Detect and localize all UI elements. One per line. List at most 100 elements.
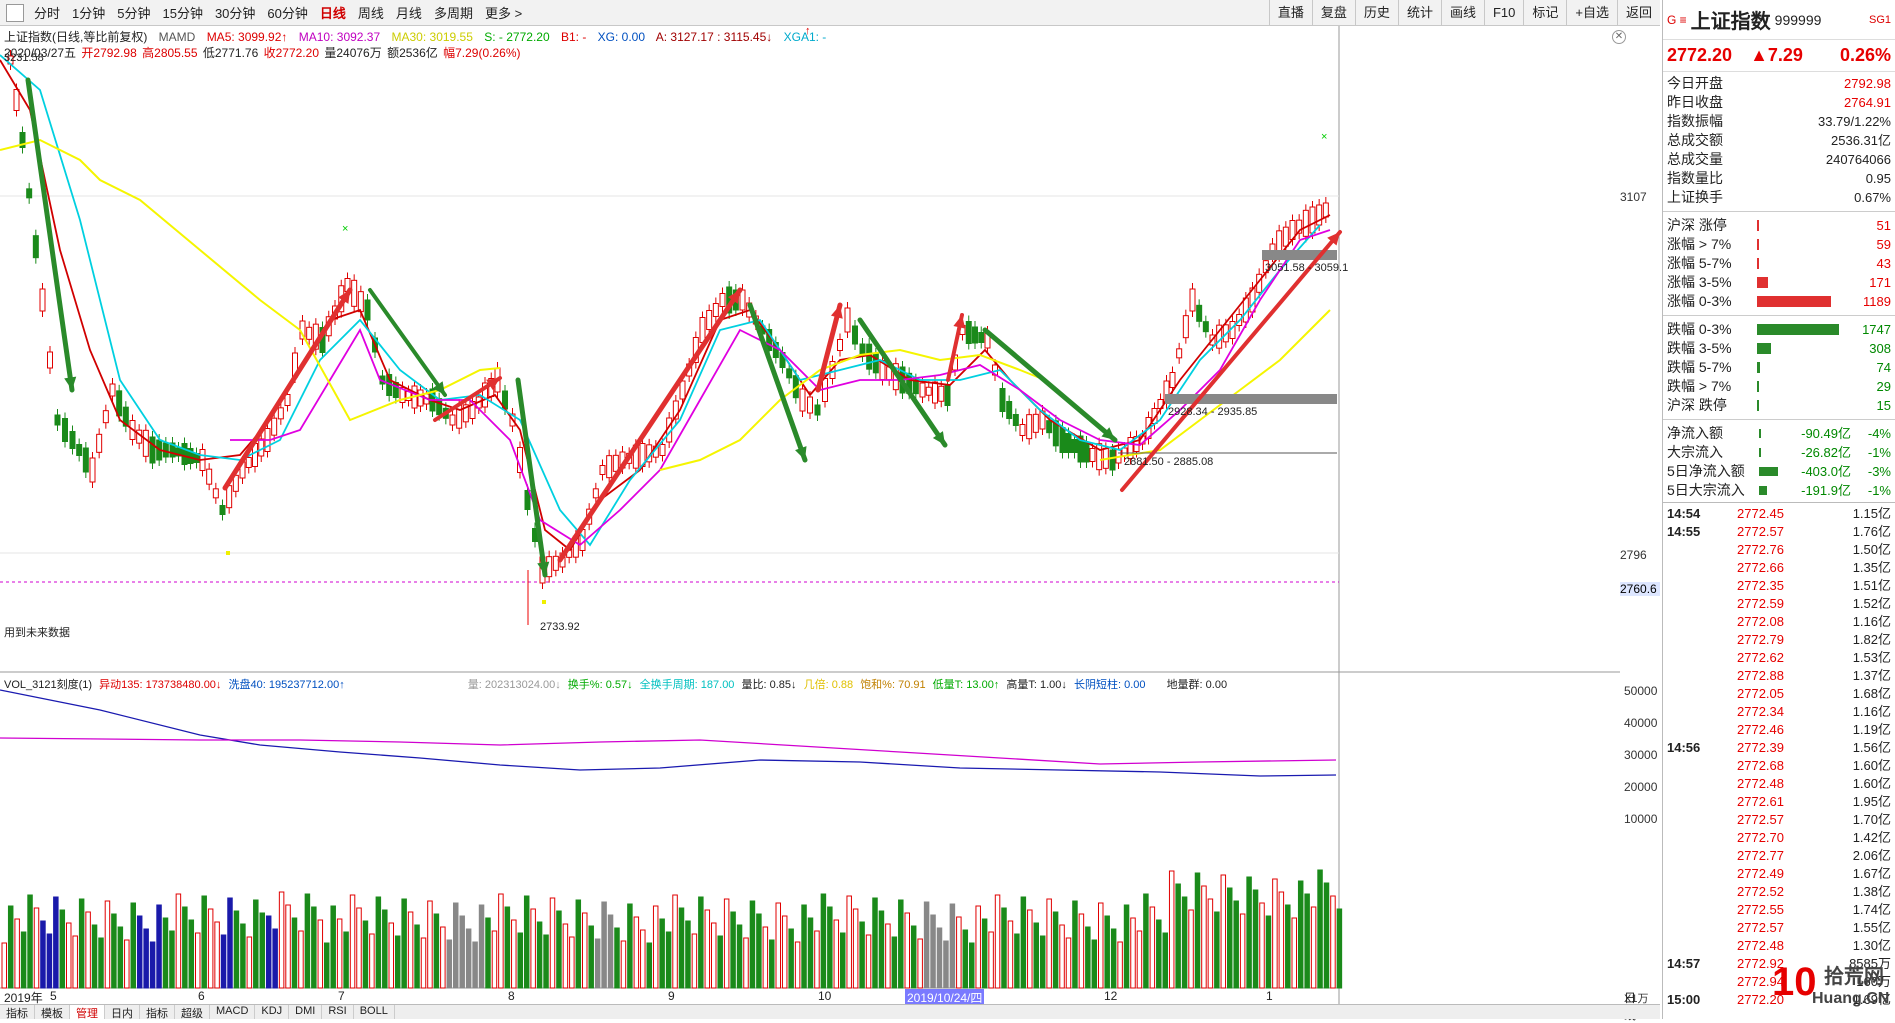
period-5[interactable]: 60分钟 — [267, 6, 308, 21]
tick-list: 14:54 2772.45 1.15亿 14:55 2772.57 1.76亿 2772.7… — [1663, 502, 1895, 1011]
candle-body — [142, 429, 149, 457]
indicator-tab-7[interactable]: KDJ — [255, 1005, 290, 1019]
tool-button-7[interactable]: +自选 — [1566, 0, 1617, 26]
date-axis-label: 12 — [1104, 989, 1118, 1003]
tick-time — [1667, 541, 1737, 559]
ohlc-info-line: 2020/03/27五 开2792.98 高2805.55 低2771.76 收… — [4, 44, 522, 61]
candle-body — [47, 351, 53, 369]
volume-bar — [227, 897, 233, 989]
candle-body — [122, 406, 129, 427]
candle-body — [306, 326, 313, 340]
up-arrow-head — [1327, 232, 1340, 246]
volume-bar — [1117, 941, 1123, 989]
candle-body — [807, 396, 813, 414]
close-icon[interactable]: ✕ — [1612, 30, 1626, 44]
volume-bar — [523, 895, 530, 989]
period-8[interactable]: 月线 — [395, 6, 422, 21]
period-2[interactable]: 5分钟 — [117, 6, 151, 21]
volume-bar — [852, 908, 859, 989]
candle-body — [978, 332, 985, 343]
volume-bar — [962, 929, 969, 989]
indicator-tab-4[interactable]: 指标 — [140, 1005, 175, 1020]
volume-bar — [588, 925, 594, 989]
candle-body — [1196, 304, 1203, 322]
indicator-tab-3[interactable]: 日内 — [105, 1005, 140, 1020]
indicator-tab-1[interactable]: 模板 — [35, 1005, 70, 1020]
tool-button-3[interactable]: 统计 — [1397, 0, 1441, 26]
candle-body — [786, 368, 793, 379]
volume-bar — [840, 932, 846, 989]
tool-button-8[interactable]: 返回 — [1616, 0, 1660, 26]
period-9[interactable]: 多周期 — [433, 6, 473, 21]
indicator-tab-0[interactable]: 指标 — [0, 1005, 35, 1020]
period-6[interactable]: 日线 — [319, 6, 346, 21]
sg-badge[interactable]: SG1 — [1868, 13, 1891, 26]
volume-bar — [311, 906, 317, 989]
tick-volume: 1.15亿 — [1852, 506, 1891, 521]
tool-button-0[interactable]: 直播 — [1268, 0, 1312, 26]
candle-body — [1059, 427, 1066, 453]
tool-button-4[interactable]: 画线 — [1440, 0, 1484, 26]
tick-volume: 1.16亿 — [1852, 614, 1891, 629]
volume-bar — [401, 898, 407, 989]
menu-icon[interactable] — [6, 3, 24, 22]
indicator-tab-9[interactable]: RSI — [322, 1005, 354, 1019]
period-10[interactable]: 更多 > — [484, 6, 523, 21]
period-0[interactable]: 分时 — [34, 6, 61, 21]
volume-bar — [749, 900, 756, 989]
signal-dot — [542, 600, 546, 604]
candle-body — [972, 326, 978, 344]
indicator-tab-8[interactable]: DMI — [289, 1005, 323, 1019]
candle-body — [462, 404, 469, 423]
tick-volume: 1.60亿 — [1852, 776, 1891, 791]
volume-bar — [640, 929, 646, 989]
volume-bar — [14, 918, 20, 989]
tool-button-2[interactable]: 历史 — [1354, 0, 1398, 26]
flow-row: 5日大宗流入 -191.9亿 -1% — [1667, 481, 1891, 500]
period-1[interactable]: 1分钟 — [72, 6, 106, 21]
candle-body — [679, 380, 686, 400]
volume-bar — [182, 906, 188, 989]
tick-price: 2772.76 — [1737, 542, 1784, 557]
tick-row: 2772.48 1.60亿 — [1667, 775, 1891, 793]
period-4[interactable]: 30分钟 — [214, 6, 256, 21]
volume-bar — [1014, 933, 1020, 989]
volume-bar — [536, 921, 543, 989]
date-axis-label: 8 — [508, 989, 515, 1003]
flow-label: 5日净流入额 — [1667, 463, 1745, 479]
tick-time — [1667, 577, 1737, 595]
tick-row: 2772.35 1.51亿 — [1667, 577, 1891, 595]
indicator-tab-6[interactable]: MACD — [210, 1005, 256, 1019]
tick-volume: 2.06亿 — [1852, 848, 1891, 863]
indicator-tab-5[interactable]: 超级 — [175, 1005, 210, 1020]
tick-row: 2772.08 1.16亿 — [1667, 613, 1891, 631]
tool-button-1[interactable]: 复盘 — [1311, 0, 1355, 26]
period-3[interactable]: 15分钟 — [162, 6, 203, 21]
volume-bar — [665, 931, 672, 989]
tool-button-5[interactable]: F10 — [1483, 0, 1523, 26]
volume-bar — [66, 922, 72, 989]
ma30-value: MA30: 3019.55 — [391, 30, 473, 44]
tool-button-6[interactable]: 标记 — [1523, 0, 1566, 26]
indicator-tab-2[interactable]: 管理 — [70, 1005, 105, 1020]
kline-chart[interactable]: × × ↑ — [0, 0, 1660, 1004]
indicator-tab-10[interactable]: BOLL — [354, 1005, 395, 1019]
breadth-count: 171 — [1869, 275, 1891, 290]
period-7[interactable]: 周线 — [357, 6, 384, 21]
volume-bar — [1194, 872, 1201, 989]
candle-body — [245, 457, 252, 468]
volume-bar — [846, 895, 852, 989]
flow-bar — [1759, 467, 1778, 476]
volume-bar — [1207, 898, 1214, 989]
logo-ten: 10 — [1772, 960, 1817, 1004]
volume-bar — [904, 912, 910, 989]
volume-bar — [575, 899, 582, 989]
volume-bar — [175, 893, 182, 989]
volume-bar — [511, 919, 517, 989]
volume-bar — [369, 933, 375, 989]
volume-bar — [743, 937, 749, 989]
volume-bar — [343, 931, 349, 989]
volume-bar — [910, 925, 917, 989]
breadth-label: 涨幅 3-5% — [1667, 274, 1732, 290]
panel-menu-icon[interactable]: G ≡ — [1667, 12, 1687, 27]
